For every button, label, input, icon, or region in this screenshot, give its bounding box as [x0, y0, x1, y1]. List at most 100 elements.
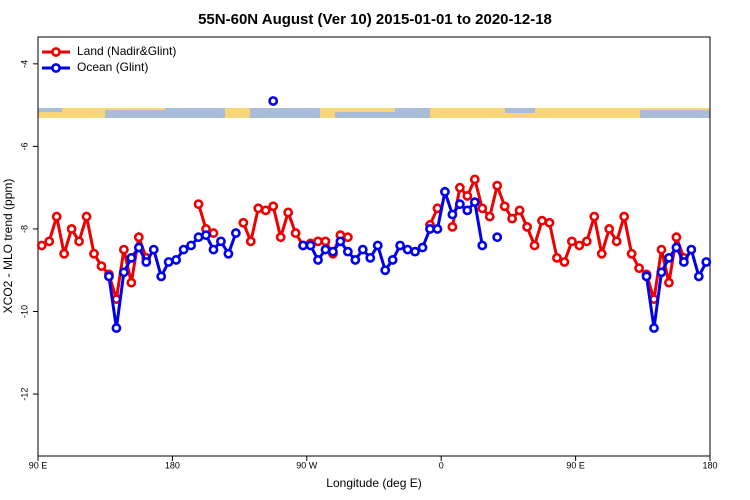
- point: [447, 209, 458, 220]
- point: [357, 244, 368, 255]
- point: [74, 236, 84, 247]
- legend-marker: [51, 63, 61, 73]
- y-tick-label: -10: [19, 305, 29, 318]
- x-tick-label: 90 E: [566, 460, 585, 470]
- point: [671, 232, 682, 243]
- legend-label: Land (Nadir&Glint): [77, 44, 176, 58]
- point: [201, 230, 211, 241]
- point: [298, 240, 308, 251]
- point: [320, 244, 331, 255]
- point: [499, 201, 510, 212]
- point: [89, 248, 99, 259]
- point: [328, 246, 338, 257]
- point: [223, 248, 234, 259]
- x-tick-label: 90 E: [29, 460, 48, 470]
- point: [372, 240, 383, 251]
- point: [492, 232, 503, 243]
- point: [133, 242, 144, 253]
- point: [253, 203, 264, 214]
- point: [268, 96, 279, 106]
- y-axis-label: XCO2 - MLO trend (ppm): [1, 179, 15, 314]
- x-tick-label: 0: [439, 460, 444, 470]
- x-tick-label: 180: [165, 460, 180, 470]
- point: [230, 228, 241, 238]
- point: [81, 211, 92, 222]
- point: [148, 244, 159, 255]
- point: [245, 236, 256, 247]
- y-tick-label: -6: [19, 142, 29, 150]
- point: [66, 224, 77, 234]
- point: [96, 261, 107, 272]
- point: [619, 211, 630, 222]
- point: [440, 186, 450, 197]
- point: [417, 242, 428, 253]
- x-tick-label: 180: [702, 460, 717, 470]
- point: [141, 257, 152, 267]
- point: [701, 257, 712, 267]
- y-tick-label: -12: [19, 388, 29, 401]
- point: [111, 323, 122, 333]
- point: [133, 232, 144, 243]
- point: [507, 213, 518, 224]
- point: [290, 228, 301, 238]
- legend: Land (Nadir&Glint) Ocean (Glint): [42, 44, 176, 74]
- point: [350, 255, 361, 265]
- point: [275, 232, 286, 243]
- point: [118, 267, 129, 278]
- point: [514, 205, 525, 216]
- map-strip: [38, 108, 710, 118]
- point: [313, 255, 323, 265]
- x-tick-label: 90 W: [296, 460, 318, 470]
- legend-marker: [51, 47, 61, 57]
- point: [484, 211, 495, 222]
- point: [163, 257, 174, 267]
- point: [402, 244, 413, 255]
- point: [171, 255, 182, 265]
- point: [305, 240, 316, 251]
- point: [186, 240, 196, 251]
- legend-label: Ocean (Glint): [77, 60, 148, 74]
- chart-title: 55N-60N August (Ver 10) 2015-01-01 to 20…: [198, 11, 552, 28]
- point: [626, 248, 637, 259]
- point: [552, 252, 562, 263]
- point: [462, 191, 473, 201]
- point: [208, 228, 219, 238]
- point: [118, 244, 129, 255]
- point: [193, 199, 204, 210]
- point: [611, 236, 622, 247]
- point: [410, 246, 420, 257]
- point: [193, 232, 204, 243]
- point: [447, 221, 458, 232]
- point: [529, 240, 540, 251]
- point: [469, 174, 480, 185]
- point: [686, 244, 697, 255]
- point: [36, 240, 47, 251]
- point: [268, 201, 279, 212]
- point: [51, 211, 62, 222]
- point: [238, 217, 249, 228]
- point: [178, 244, 189, 255]
- point: [156, 271, 167, 282]
- point: [566, 236, 577, 247]
- point: [477, 203, 488, 214]
- point: [664, 277, 674, 288]
- point: [380, 265, 391, 276]
- point: [693, 271, 704, 282]
- point: [59, 248, 70, 259]
- point: [537, 215, 547, 226]
- point: [589, 211, 600, 222]
- point: [544, 217, 555, 228]
- x-axis-label: Longitude (deg E): [326, 476, 421, 490]
- point: [126, 277, 137, 288]
- point: [469, 197, 480, 208]
- point: [656, 244, 667, 255]
- point: [313, 236, 323, 247]
- y-tick-label: -4: [19, 60, 29, 68]
- point: [335, 236, 346, 247]
- point: [678, 257, 689, 267]
- point: [492, 180, 503, 191]
- point: [342, 246, 353, 257]
- point: [671, 242, 682, 253]
- point: [260, 205, 271, 216]
- point: [656, 267, 667, 278]
